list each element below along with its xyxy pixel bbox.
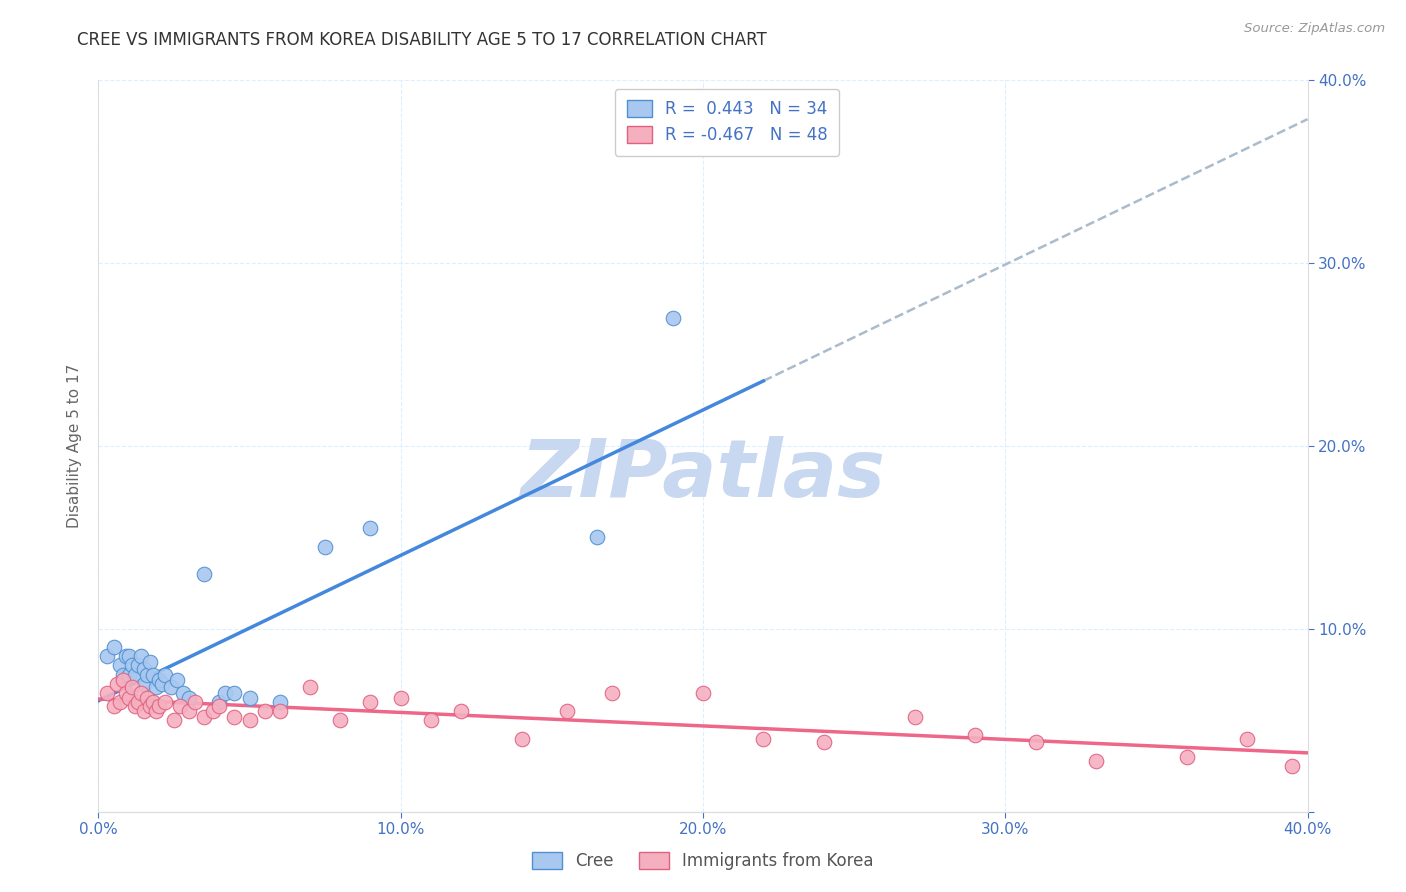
Point xyxy=(114,649,136,664)
Point xyxy=(111,673,134,687)
Point xyxy=(96,649,118,664)
Point xyxy=(169,698,191,713)
Point xyxy=(269,704,291,718)
Point xyxy=(105,676,128,690)
Point xyxy=(139,698,162,713)
Point xyxy=(586,530,609,544)
Point xyxy=(153,667,176,681)
Point xyxy=(555,704,578,718)
Point xyxy=(420,714,443,728)
Point xyxy=(163,714,186,728)
Point xyxy=(124,698,146,713)
Point xyxy=(108,695,131,709)
Point xyxy=(661,310,683,325)
Point xyxy=(103,640,125,655)
Point xyxy=(172,686,194,700)
Point xyxy=(127,658,149,673)
Point xyxy=(224,709,246,723)
Point xyxy=(239,714,262,728)
Point xyxy=(121,658,143,673)
Point xyxy=(389,691,412,706)
Point xyxy=(118,649,141,664)
Point xyxy=(1236,731,1258,746)
Point xyxy=(965,728,987,742)
Point xyxy=(269,695,291,709)
Point xyxy=(1024,735,1046,749)
Point xyxy=(813,735,835,749)
Text: CREE VS IMMIGRANTS FROM KOREA DISABILITY AGE 5 TO 17 CORRELATION CHART: CREE VS IMMIGRANTS FROM KOREA DISABILITY… xyxy=(77,31,768,49)
Point xyxy=(121,681,143,695)
Point xyxy=(111,667,134,681)
Point xyxy=(145,681,167,695)
Point xyxy=(135,691,157,706)
Y-axis label: Disability Age 5 to 17: Disability Age 5 to 17 xyxy=(67,364,83,528)
Point xyxy=(510,731,533,746)
Point xyxy=(360,695,382,709)
Legend: Cree, Immigrants from Korea: Cree, Immigrants from Korea xyxy=(526,845,880,877)
Point xyxy=(450,704,472,718)
Point xyxy=(193,567,215,582)
Point xyxy=(129,649,152,664)
Point xyxy=(118,691,141,706)
Point xyxy=(153,695,176,709)
Point xyxy=(360,521,382,535)
Point xyxy=(127,695,149,709)
Point xyxy=(179,691,201,706)
Point xyxy=(179,704,201,718)
Point xyxy=(299,681,322,695)
Point xyxy=(129,686,152,700)
Text: Source: ZipAtlas.com: Source: ZipAtlas.com xyxy=(1244,22,1385,36)
Point xyxy=(148,698,170,713)
Point xyxy=(150,676,173,690)
Point xyxy=(166,673,188,687)
Point xyxy=(124,667,146,681)
Point xyxy=(142,695,165,709)
Point xyxy=(752,731,775,746)
Point xyxy=(132,676,155,690)
Point xyxy=(1175,749,1198,764)
Text: ZIPatlas: ZIPatlas xyxy=(520,436,886,515)
Point xyxy=(139,655,162,669)
Point xyxy=(132,704,155,718)
Point xyxy=(208,695,231,709)
Point xyxy=(142,667,165,681)
Point xyxy=(193,709,215,723)
Point xyxy=(114,686,136,700)
Point xyxy=(329,714,352,728)
Point xyxy=(118,667,141,681)
Point xyxy=(214,686,236,700)
Point xyxy=(145,704,167,718)
Point xyxy=(148,673,170,687)
Point xyxy=(314,540,336,554)
Point xyxy=(253,704,276,718)
Point xyxy=(160,681,183,695)
Point xyxy=(1281,759,1303,773)
Point xyxy=(692,686,714,700)
Point xyxy=(132,662,155,676)
Point xyxy=(96,686,118,700)
Point xyxy=(103,698,125,713)
Point xyxy=(602,686,624,700)
Point xyxy=(224,686,246,700)
Legend: R =  0.443   N = 34, R = -0.467   N = 48: R = 0.443 N = 34, R = -0.467 N = 48 xyxy=(614,88,839,156)
Point xyxy=(1085,754,1108,768)
Point xyxy=(904,709,927,723)
Point xyxy=(135,667,157,681)
Point xyxy=(202,704,225,718)
Point xyxy=(108,658,131,673)
Point xyxy=(208,698,231,713)
Point xyxy=(239,691,262,706)
Point xyxy=(184,695,207,709)
